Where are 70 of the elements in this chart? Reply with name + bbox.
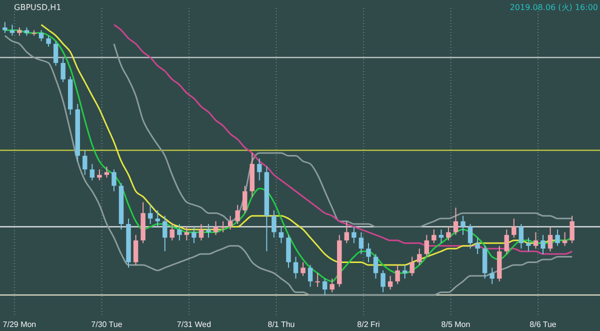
x-tick-label: 8/1 Thu <box>268 320 295 329</box>
candlestick <box>293 256 298 280</box>
candlestick <box>133 234 138 266</box>
candlestick <box>198 224 204 241</box>
candlestick <box>112 168 116 192</box>
candlestick <box>432 228 436 244</box>
candlestick <box>257 158 262 181</box>
chart-title: GBPUSD,H1 <box>14 3 62 12</box>
x-tick-label: 7/31 Wed <box>176 320 212 329</box>
candlestick <box>446 226 451 241</box>
candlestick <box>555 228 560 246</box>
candlestick <box>82 150 88 176</box>
candlestick <box>90 163 95 181</box>
candlestick <box>352 226 356 244</box>
candlestick <box>548 226 553 252</box>
candlestick <box>504 228 510 255</box>
candlestick <box>177 224 182 241</box>
candlestick <box>512 218 516 238</box>
candlestick <box>366 242 371 263</box>
candlestick <box>46 35 51 48</box>
x-tick-label: 8/2 Fri <box>357 320 380 329</box>
candlestick <box>235 204 240 225</box>
candlestick <box>424 234 430 258</box>
candlestick <box>104 166 110 178</box>
candlestick <box>155 210 160 228</box>
x-tick-label: 8/5 Mon <box>441 320 470 329</box>
candlestick <box>533 232 538 250</box>
candlestick <box>148 204 153 225</box>
candlestick <box>373 254 378 280</box>
candlestick <box>410 256 414 276</box>
candlestick <box>220 220 226 233</box>
candlestick <box>315 272 320 288</box>
candlestick <box>10 24 15 36</box>
candlestick <box>242 185 248 214</box>
candlestick <box>192 226 196 244</box>
candlestick <box>460 215 466 236</box>
candlestick <box>388 275 393 290</box>
candlestick <box>97 168 102 181</box>
candlestick <box>344 220 350 244</box>
candlestick <box>60 56 66 83</box>
candlestick <box>184 226 190 241</box>
candlestick <box>453 207 458 236</box>
candlestick <box>170 224 175 241</box>
candlestick <box>518 224 524 250</box>
candlestick <box>475 237 480 255</box>
text: 2019.08.06 (火) 16:00 <box>510 3 598 12</box>
candlestick <box>526 237 531 252</box>
candlestick <box>417 248 422 266</box>
candlestick <box>206 224 211 238</box>
candlestick <box>162 215 168 252</box>
candlestick <box>228 215 233 230</box>
candlestick <box>490 267 494 285</box>
candlestick <box>540 234 546 255</box>
candlestick <box>322 278 328 296</box>
x-tick-label: 7/30 Tue <box>91 320 123 329</box>
candlestick <box>380 270 386 293</box>
candlestick <box>570 215 574 244</box>
x-tick-label: 7/29 Mon <box>2 320 36 329</box>
candlestick <box>38 30 44 42</box>
candlestick <box>395 264 400 285</box>
x-tick-label: 8/6 Tue <box>530 320 557 329</box>
candlestick <box>358 232 364 255</box>
candlestick <box>468 224 473 250</box>
candlestick <box>272 210 276 238</box>
candlestick <box>53 40 58 66</box>
candlestick <box>2 22 8 34</box>
candlestick <box>308 264 313 288</box>
candlestick <box>330 278 334 293</box>
candlestick <box>278 226 284 244</box>
candlestick <box>300 262 306 276</box>
